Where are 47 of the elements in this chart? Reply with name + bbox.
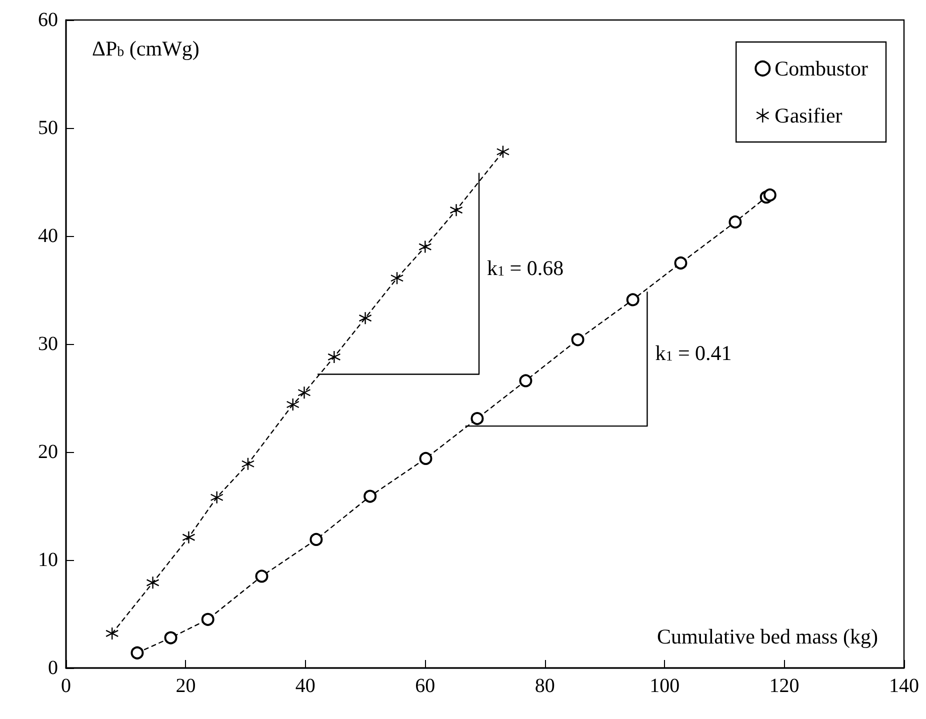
x-tick-label: 20 bbox=[176, 675, 196, 697]
legend-label: Gasifier bbox=[774, 104, 842, 128]
point bbox=[182, 530, 196, 544]
point bbox=[298, 386, 311, 400]
x-tick-label: 60 bbox=[415, 675, 436, 697]
point bbox=[164, 631, 178, 644]
point bbox=[450, 203, 463, 217]
y-tick-label: 50 bbox=[38, 117, 58, 139]
y-tick-label: 10 bbox=[38, 549, 58, 571]
annotation: k1 = 0.68 bbox=[487, 256, 564, 280]
point bbox=[255, 570, 268, 583]
legend-label: Combustor bbox=[774, 56, 868, 80]
point bbox=[201, 612, 214, 626]
y-tick-label: 40 bbox=[38, 225, 58, 247]
point bbox=[328, 350, 341, 364]
point bbox=[763, 188, 776, 202]
point bbox=[626, 293, 640, 306]
y-axis-title: ΔPb (cmWg) bbox=[92, 36, 200, 60]
annotation: k1 = 0.41 bbox=[655, 341, 732, 366]
point bbox=[105, 626, 119, 640]
x-axis-title: Cumulative bed mass (kg) bbox=[656, 624, 878, 648]
point bbox=[364, 490, 377, 503]
y-tick-label: 0 bbox=[48, 657, 58, 679]
y-tick-label: 60 bbox=[38, 9, 58, 31]
point bbox=[146, 576, 160, 590]
point bbox=[419, 452, 432, 465]
point bbox=[241, 457, 255, 470]
y-tick-label: 20 bbox=[38, 441, 58, 463]
x-tick-label: 80 bbox=[534, 675, 555, 697]
point bbox=[358, 311, 372, 325]
y-tick-label: 30 bbox=[38, 333, 58, 355]
point bbox=[390, 272, 404, 285]
point bbox=[310, 532, 323, 546]
x-tick-label: 100 bbox=[650, 675, 680, 697]
point bbox=[130, 646, 144, 660]
point bbox=[418, 240, 432, 254]
point bbox=[674, 256, 688, 270]
point bbox=[286, 398, 300, 412]
x-tick-label: 140 bbox=[889, 675, 919, 697]
point bbox=[470, 412, 484, 426]
point bbox=[571, 333, 584, 346]
point bbox=[496, 145, 510, 158]
point bbox=[519, 374, 532, 388]
x-tick-label: 120 bbox=[769, 675, 800, 697]
x-tick-label: 40 bbox=[295, 675, 316, 697]
point bbox=[728, 215, 742, 228]
point bbox=[210, 490, 224, 504]
